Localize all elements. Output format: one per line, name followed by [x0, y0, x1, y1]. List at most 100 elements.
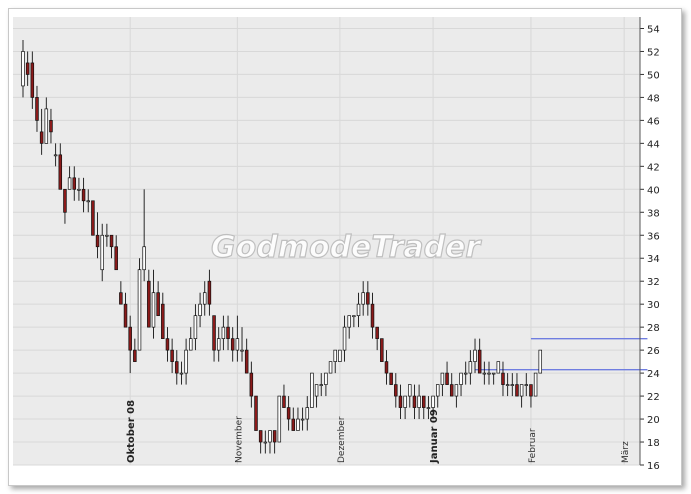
candle	[398, 384, 403, 420]
y-tick-label: 40	[647, 185, 660, 196]
candle-body	[30, 62, 35, 98]
candle	[445, 361, 449, 385]
candle-body	[328, 361, 333, 374]
y-tick-label: 44	[647, 139, 660, 150]
candle	[91, 200, 95, 236]
candle-body	[21, 51, 25, 87]
candle	[216, 327, 221, 362]
stock-chart: GodmodeTrader 16 18 20 22 24 26 28 30 32 34 36 38 40…	[13, 17, 660, 472]
candle-body	[417, 395, 421, 408]
candle-body	[49, 120, 53, 133]
candle	[449, 373, 454, 397]
candle-body	[398, 395, 403, 408]
candle-body	[25, 62, 30, 75]
candle-body	[510, 384, 515, 386]
candle-body	[403, 395, 407, 408]
candle	[268, 430, 272, 454]
candle-body	[538, 349, 543, 374]
candle	[403, 395, 407, 420]
candle-body	[198, 303, 202, 317]
candle-body	[263, 441, 268, 444]
candle	[496, 361, 501, 374]
candle	[249, 361, 254, 408]
y-tick-label: 26	[647, 346, 660, 357]
candle-body	[361, 292, 365, 305]
candle	[431, 395, 435, 420]
candle-body	[72, 177, 77, 190]
candle-body	[454, 384, 459, 397]
y-tick-label: 24	[647, 369, 660, 380]
candle-body	[216, 338, 221, 351]
candle	[389, 372, 393, 385]
x-axis: Oktober 08 November Dezember Januar 09 Febru…	[126, 400, 631, 464]
candle-body	[128, 326, 132, 351]
candle	[254, 395, 258, 431]
y-tick-label: 22	[647, 392, 660, 403]
candle-body	[435, 384, 440, 397]
candle	[207, 269, 212, 316]
candle	[179, 361, 184, 385]
candle	[333, 349, 337, 374]
candle	[524, 373, 529, 397]
candle	[175, 350, 179, 385]
candle	[422, 395, 426, 420]
candle	[230, 327, 235, 362]
candle	[184, 338, 188, 385]
x-tick-label: Januar 09	[429, 409, 440, 464]
candle-body	[91, 200, 95, 236]
candle-body	[58, 154, 63, 190]
candle-body	[459, 372, 463, 385]
candle	[63, 188, 67, 224]
candle-body	[296, 418, 300, 431]
candle	[356, 292, 361, 328]
candle-body	[305, 407, 310, 420]
candle	[417, 384, 421, 420]
candle-body	[109, 234, 114, 248]
candle	[128, 315, 132, 374]
candle	[240, 327, 244, 362]
candle-body	[338, 349, 342, 362]
candle	[53, 143, 58, 167]
candle-body	[170, 349, 174, 362]
candle	[305, 396, 310, 431]
candle-body	[501, 372, 505, 385]
candle	[235, 315, 240, 362]
candle-body	[100, 234, 104, 271]
candle-body	[473, 349, 477, 362]
candle	[529, 384, 533, 408]
candle	[342, 315, 347, 362]
candle	[272, 430, 277, 454]
candle-body	[347, 315, 351, 328]
candle-body	[193, 315, 198, 339]
candle	[291, 407, 296, 431]
candle	[212, 315, 216, 362]
candle	[244, 338, 249, 374]
x-tick-label: Dezember	[337, 416, 347, 463]
candle	[165, 327, 170, 362]
x-tick-label: November	[234, 416, 244, 463]
candle	[151, 269, 156, 339]
candle-body	[175, 361, 179, 374]
chart-frame: GodmodeTrader 16 18 20 22 24 26 28 30 32 34 36 38 40…	[8, 8, 682, 486]
grid	[13, 17, 640, 466]
candle-body	[310, 372, 314, 408]
candle-body	[324, 372, 328, 385]
candle-body	[319, 384, 323, 386]
candle-body	[207, 280, 212, 305]
candle	[147, 269, 151, 328]
candle-body	[356, 303, 361, 317]
candle	[67, 166, 72, 190]
candle-body	[431, 395, 435, 408]
candle	[30, 51, 35, 109]
candle	[505, 373, 510, 397]
candle-body	[440, 372, 445, 385]
candle-body	[412, 395, 417, 408]
candle	[72, 166, 77, 201]
candle	[375, 326, 379, 351]
candle-body	[53, 154, 58, 157]
candle-body	[487, 372, 491, 375]
y-tick-label: 50	[647, 70, 660, 81]
candle	[519, 384, 524, 408]
candle-body	[408, 384, 412, 397]
candle	[501, 361, 505, 397]
